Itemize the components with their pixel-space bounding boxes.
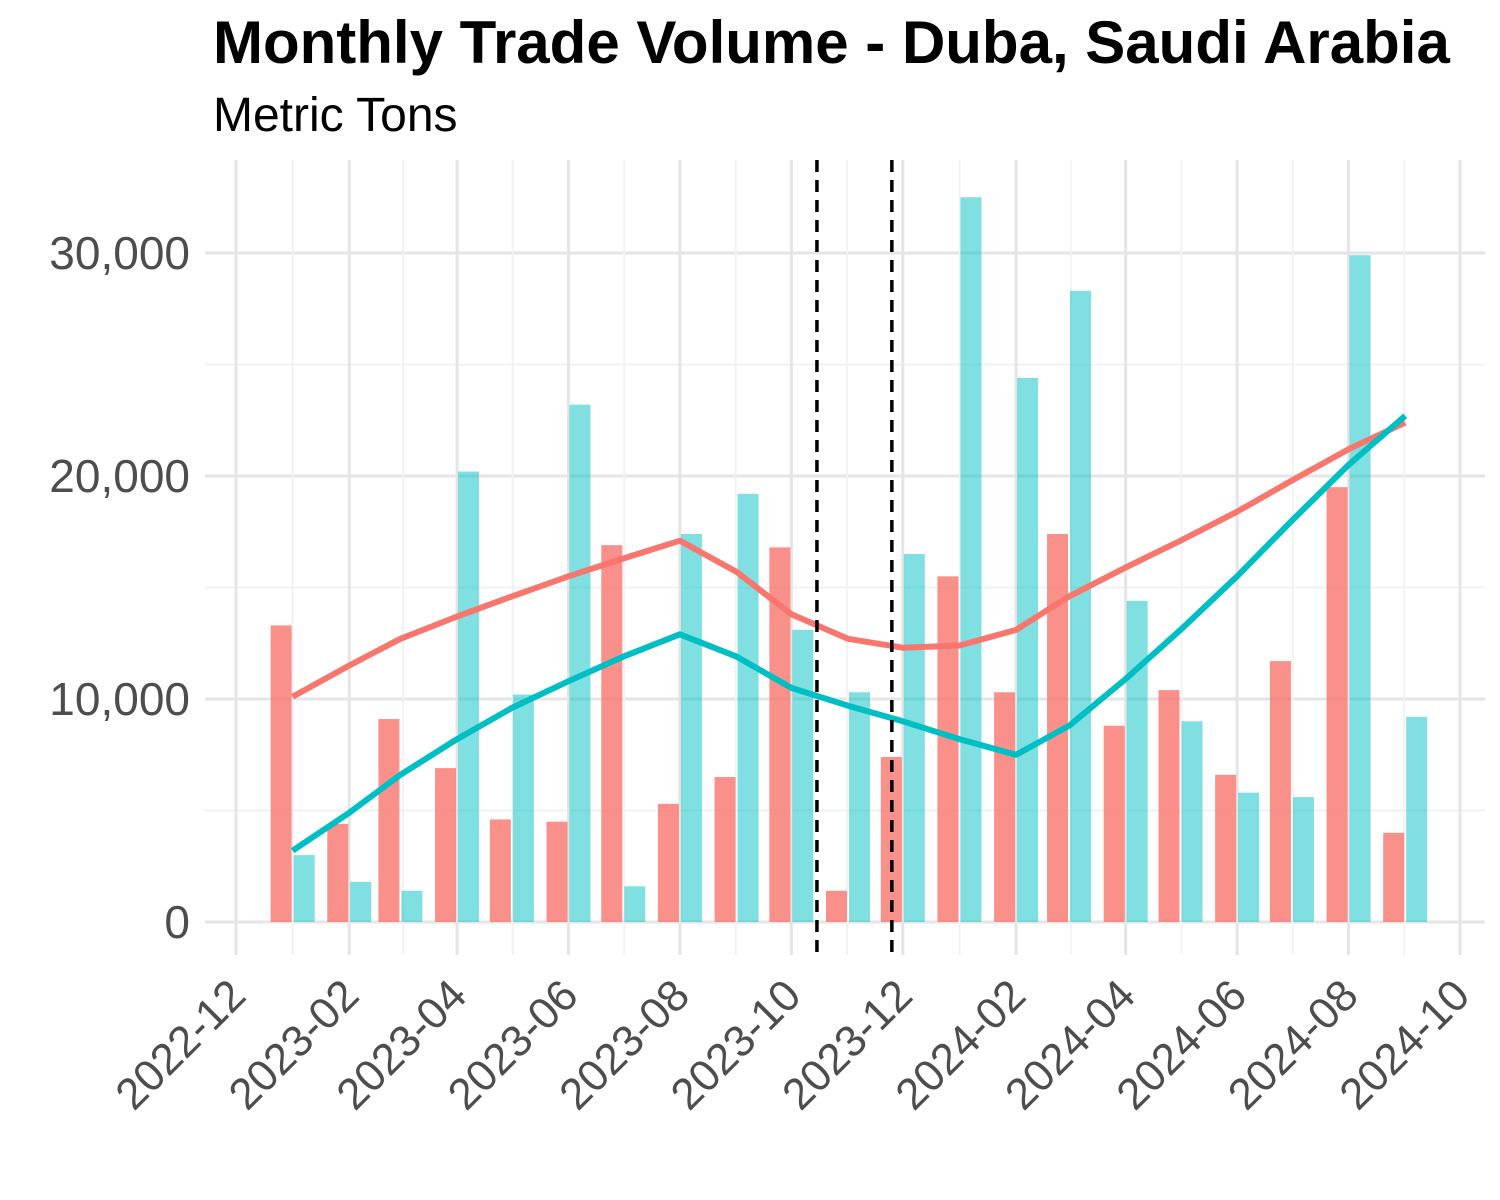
bar-series-2-2023-07 [624,886,646,922]
bar-series-2-2023-10 [792,629,814,922]
grid-lines [205,160,1485,955]
bar-series-1-2023-09 [714,777,736,922]
bar-series-2-2023-08 [680,533,702,922]
bar-series-2-2024-06 [1238,792,1260,922]
bar-series-2-2023-09 [737,493,759,922]
chart-title: Monthly Trade Volume - Duba, Saudi Arabi… [213,9,1450,76]
bar-series-2-2024-04 [1126,600,1148,922]
bar-series-2-2023-06 [569,404,591,922]
bar-series-1-2023-10 [769,547,791,922]
bar-series-2-2023-05 [512,694,534,922]
reference-lines [815,160,894,955]
bar-series-1-2024-06 [1215,774,1237,922]
trend-line-series-1 [291,419,1407,700]
bar-series-2-2024-05 [1181,721,1203,922]
bar-series-2-2023-02 [350,881,372,922]
bar-series-1-2023-06 [546,821,568,922]
bar-series-2-2023-04 [458,471,480,922]
bar-series-1-2023-07 [601,545,623,922]
bar-marks [270,197,1428,923]
bar-series-2-2024-03 [1070,290,1092,922]
bar-series-1-2024-03 [1047,533,1069,922]
bar-series-1-2024-02 [994,692,1016,922]
bar-series-1-2024-01 [937,576,959,922]
x-axis-tick-labels: 2022-122023-022023-042023-062023-082023-… [106,970,1479,1119]
bar-series-1-2024-09 [1383,832,1405,922]
bar-series-1-2023-03 [378,719,400,922]
bar-series-2-2024-02 [1017,377,1039,922]
bar-series-1-2024-04 [1103,725,1125,922]
y-tick-label: 0 [164,896,190,948]
bar-series-1-2024-07 [1269,661,1291,922]
bar-series-1-2024-05 [1158,690,1180,922]
y-tick-label: 20,000 [49,450,190,502]
bar-series-2-2024-08 [1349,255,1371,923]
bar-series-2-2023-11 [849,692,870,922]
y-axis-tick-labels: 0 10,000 20,000 30,000 [49,227,190,948]
bar-series-1-2023-04 [435,768,457,922]
bar-series-1-2023-01 [270,625,292,922]
trend-line-series-2 [290,413,1408,854]
bar-series-2-2024-01 [960,197,982,922]
bar-series-1-2023-02 [327,823,349,922]
trend-lines [290,413,1408,854]
bar-series-1-2024-08 [1326,487,1348,922]
bar-series-2-2023-01 [293,855,315,922]
chart-subtitle: Metric Tons [213,89,458,142]
bar-series-2-2024-07 [1292,797,1314,922]
bar-series-1-2023-12 [880,756,902,922]
bar-series-1-2023-11 [826,890,847,922]
bar-series-1-2023-08 [657,803,679,922]
y-tick-label: 30,000 [49,227,190,279]
bar-series-2-2024-09 [1406,716,1428,922]
bar-series-2-2023-12 [903,554,925,922]
y-tick-label: 10,000 [49,673,190,725]
bar-series-2-2023-03 [401,890,423,922]
bar-series-1-2023-05 [489,819,511,922]
